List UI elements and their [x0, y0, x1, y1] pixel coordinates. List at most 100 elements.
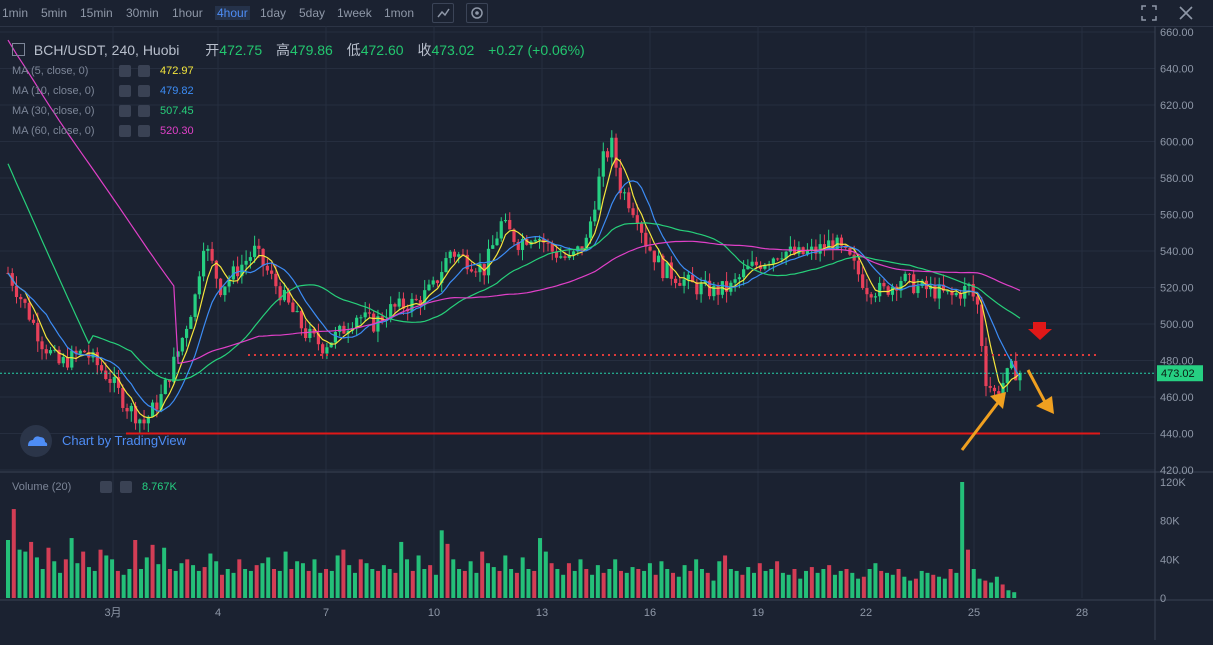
candle-body: [695, 282, 699, 295]
timeframe-1day[interactable]: 1day: [260, 6, 287, 20]
volume-bar: [688, 570, 693, 598]
settings-icon[interactable]: [119, 85, 131, 97]
volume-bar: [879, 570, 884, 598]
candle-body: [610, 137, 614, 158]
close-icon[interactable]: [1178, 5, 1194, 21]
close-icon[interactable]: [138, 65, 150, 77]
candle-body: [308, 328, 312, 339]
candle-body: [418, 300, 423, 305]
settings-icon[interactable]: [119, 105, 131, 117]
cloud-icon: [28, 436, 48, 446]
candle-body: [108, 378, 112, 383]
candle-body: [750, 261, 754, 266]
candle-body: [223, 286, 227, 296]
candle-body: [771, 258, 775, 264]
candle-body: [742, 269, 746, 278]
volume-bar: [58, 572, 63, 598]
volume-bar: [497, 570, 502, 598]
volume-bar: [509, 569, 514, 598]
timeframe-15min[interactable]: 15min: [80, 6, 113, 20]
collapse-icon[interactable]: [12, 43, 25, 56]
close-icon[interactable]: [120, 481, 132, 493]
candle-body: [546, 242, 550, 244]
volume-bar: [618, 570, 623, 598]
candle-body: [95, 352, 99, 366]
candle-body: [99, 365, 104, 371]
volume-bar: [699, 569, 704, 598]
tradingview-logo[interactable]: [20, 425, 52, 457]
volume-bar: [832, 574, 837, 598]
red-down-arrow: [1028, 322, 1052, 340]
price-chart[interactable]: 420.00 440.00 460.00 480.00 500.00 520.00 540.…: [0, 26, 1213, 640]
volume-bar: [884, 572, 889, 598]
settings-button[interactable]: [466, 3, 488, 23]
settings-icon[interactable]: [119, 65, 131, 77]
candle-body: [746, 265, 750, 270]
candle-body: [988, 386, 992, 388]
tradingview-branding[interactable]: Chart by TradingView: [62, 433, 187, 448]
candle-body: [941, 284, 946, 291]
volume-bar: [937, 576, 942, 598]
volume-bar: [462, 570, 467, 598]
timeframe-4hour[interactable]: 4hour: [215, 6, 250, 20]
volume-bar: [295, 561, 300, 598]
candle-body: [495, 238, 499, 246]
candle-body: [457, 254, 461, 257]
volume-bar: [387, 569, 392, 598]
candle-body: [465, 254, 469, 270]
timeframe-5min[interactable]: 5min: [41, 6, 68, 20]
volume-bar: [144, 557, 149, 598]
volume-bar: [11, 509, 16, 598]
volume-bar: [312, 559, 317, 598]
candle-body: [882, 282, 886, 287]
close-icon[interactable]: [138, 125, 150, 137]
candle-body: [82, 350, 87, 353]
candle-body: [469, 269, 474, 272]
candle-body: [325, 347, 329, 354]
close-icon[interactable]: [138, 85, 150, 97]
candle-body: [784, 251, 788, 259]
volume-bar: [300, 563, 305, 598]
candle-body: [716, 285, 720, 295]
volume-bar: [110, 559, 115, 598]
candle-body: [542, 238, 546, 243]
ma-legend-row: MA (10, close, 0) 479.82: [12, 85, 212, 97]
settings-icon[interactable]: [119, 125, 131, 137]
candle-body: [810, 246, 814, 251]
price-tick-label: 440.00: [1160, 429, 1194, 441]
low-label: 低: [346, 42, 361, 58]
candle-body: [227, 279, 231, 287]
volume-bar: [954, 572, 959, 598]
candle-body: [452, 251, 457, 257]
volume-bar: [717, 561, 722, 598]
volume-bar: [584, 569, 589, 598]
settings-icon[interactable]: [100, 481, 112, 493]
timeframe-1week[interactable]: 1week: [337, 6, 372, 20]
candle-body: [338, 325, 342, 332]
fullscreen-icon[interactable]: [1141, 5, 1157, 21]
candle-body: [295, 311, 299, 313]
volume-tick-label: 0: [1160, 593, 1166, 605]
timeframe-1hour[interactable]: 1hour: [172, 6, 203, 20]
timeframe-1min[interactable]: 1min: [2, 6, 29, 20]
timeframe-30min[interactable]: 30min: [126, 6, 159, 20]
close-icon[interactable]: [138, 105, 150, 117]
ma-value: 472.97: [160, 65, 194, 77]
indicators-button[interactable]: [432, 3, 454, 23]
candle-body: [950, 290, 954, 296]
candle-body: [508, 219, 512, 230]
volume-bar: [723, 555, 728, 598]
volume-bar: [578, 559, 583, 598]
candle-body: [278, 286, 282, 301]
candle-body: [992, 387, 997, 392]
volume-bar: [1006, 590, 1011, 598]
candle-body: [31, 319, 36, 323]
candle-body: [975, 296, 980, 305]
volume-bar: [445, 543, 450, 598]
candle-body: [890, 286, 895, 295]
timeframe-1mon[interactable]: 1mon: [384, 6, 415, 20]
candle-body: [70, 350, 74, 368]
time-tick-label: 4: [215, 607, 221, 619]
chart-area[interactable]: 420.00 440.00 460.00 480.00 500.00 520.00 540.…: [0, 26, 1213, 640]
timeframe-5day[interactable]: 5day: [299, 6, 326, 20]
